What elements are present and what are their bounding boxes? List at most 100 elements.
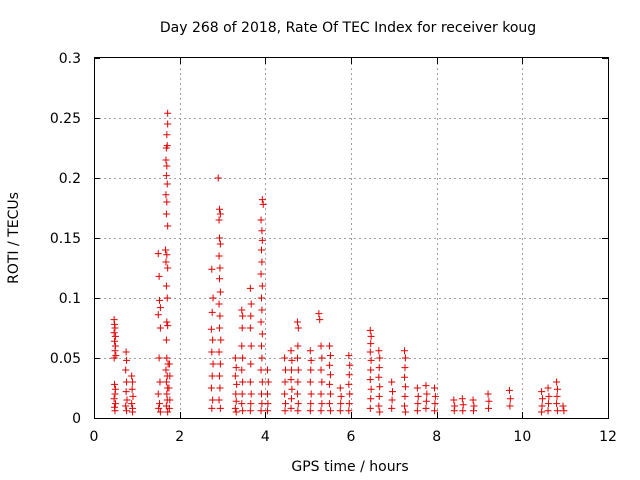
data-point [239, 312, 247, 320]
data-point [123, 407, 131, 415]
y-tick-label: 0.1 [59, 291, 81, 307]
data-point [506, 402, 514, 410]
data-point [207, 384, 215, 392]
data-point [215, 348, 223, 356]
data-point [154, 390, 162, 398]
data-point [459, 407, 467, 415]
data-point [559, 402, 567, 410]
data-point [423, 390, 431, 398]
data-point [401, 383, 409, 391]
data-point [431, 400, 439, 408]
data-point [129, 392, 137, 400]
data-point [376, 354, 384, 362]
data-point [247, 390, 255, 398]
data-point [257, 407, 265, 415]
data-point [165, 360, 173, 368]
data-point [215, 396, 223, 404]
data-point [315, 310, 323, 318]
data-point [258, 354, 266, 362]
data-point [388, 378, 396, 386]
data-point [544, 407, 552, 415]
data-point [287, 376, 295, 384]
data-point [288, 356, 296, 364]
data-point [257, 390, 265, 398]
data-point [123, 378, 131, 386]
data-point [156, 324, 164, 332]
data-point [318, 378, 326, 386]
data-point [163, 131, 171, 139]
data-point [208, 404, 216, 412]
x-tick-label: 2 [175, 429, 184, 445]
data-point [239, 407, 247, 415]
data-point [367, 385, 375, 393]
data-point [247, 360, 255, 368]
data-point [459, 401, 467, 409]
data-point [326, 371, 334, 379]
data-point [258, 306, 266, 314]
x-axis-label: GPS time / hours [291, 459, 408, 475]
data-point [258, 330, 266, 338]
data-point [366, 376, 374, 384]
axes: 0 2 4 6 8 10 12 0 0.05 0.1 0.15 0.2 0.25 0.3 [50, 51, 617, 445]
data-point [287, 404, 295, 412]
data-point [257, 270, 265, 278]
y-tick-label: 0.2 [59, 171, 81, 187]
data-point [111, 390, 119, 398]
data-point [401, 347, 409, 355]
data-point [164, 109, 172, 117]
data-point [208, 372, 216, 380]
data-point [208, 308, 216, 316]
data-point [238, 324, 246, 332]
data-point [163, 251, 171, 259]
data-point [163, 318, 171, 326]
data-point [238, 306, 246, 314]
y-axis-label: ROTI / TECUs [6, 192, 22, 284]
data-point [306, 347, 314, 355]
data-point [263, 366, 271, 374]
data-point [538, 395, 546, 403]
data-point [257, 246, 265, 254]
data-point [469, 396, 477, 404]
data-point [216, 324, 224, 332]
data-point [401, 364, 409, 372]
data-point [165, 404, 173, 412]
chart-title: Day 268 of 2018, Rate Of TEC Index for r… [160, 20, 536, 36]
data-point [413, 384, 421, 392]
y-tick-label: 0.3 [59, 51, 81, 67]
data-point [247, 342, 255, 350]
data-point [239, 354, 247, 362]
data-point [376, 408, 384, 416]
data-point [485, 397, 493, 405]
data-point [422, 382, 430, 390]
data-point [164, 120, 172, 128]
data-point [307, 400, 315, 408]
data-point [215, 216, 223, 224]
data-point [366, 348, 374, 356]
data-point [231, 372, 239, 380]
data-point [156, 304, 164, 312]
data-point [281, 354, 289, 362]
data-point [155, 404, 163, 412]
data-point [375, 402, 383, 410]
data-point [326, 352, 334, 360]
data-point [156, 400, 164, 408]
data-point [326, 407, 334, 415]
data-point [128, 400, 136, 408]
data-point [238, 400, 246, 408]
data-point [214, 174, 222, 182]
data-point [110, 354, 118, 362]
data-point [544, 400, 552, 408]
data-point [294, 378, 302, 386]
data-point [346, 390, 354, 398]
data-point [326, 390, 334, 398]
data-point [375, 392, 383, 400]
data-point [336, 407, 344, 415]
data-point [122, 388, 130, 396]
data-point [414, 392, 422, 400]
data-point [293, 390, 301, 398]
data-point [293, 318, 301, 326]
data-point [484, 404, 492, 412]
data-point [258, 378, 266, 386]
data-point [155, 354, 163, 362]
data-point [164, 264, 172, 272]
